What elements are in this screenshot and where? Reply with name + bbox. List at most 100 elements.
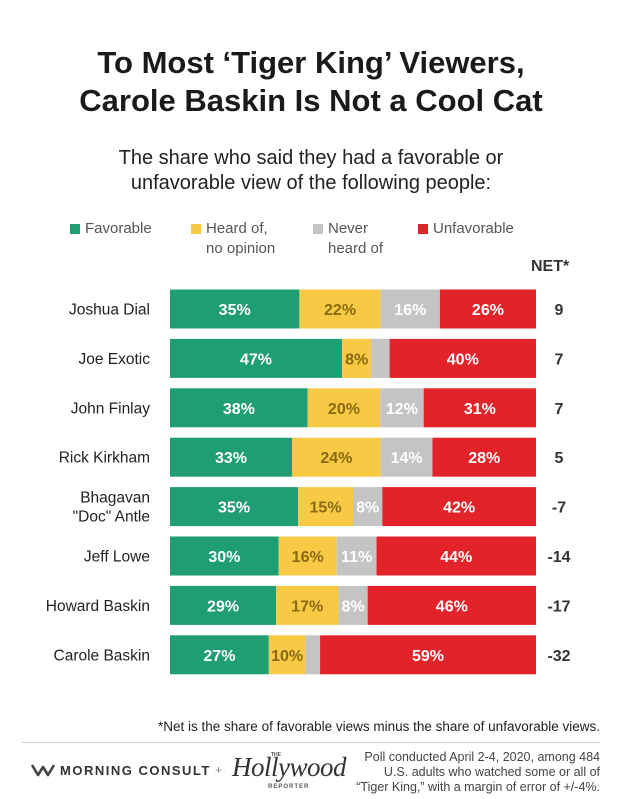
data-label: 33% [215, 450, 247, 467]
legend-label-line: Never [328, 220, 369, 237]
bar-segment-unfavorable [439, 289, 536, 329]
bar-segment-favorable [170, 487, 299, 527]
bar-segment-never-heard-of [380, 437, 433, 477]
data-label: 22% [324, 302, 356, 319]
legend-label-line: no opinion [206, 240, 276, 257]
legend-label: Favorable [85, 219, 152, 239]
bar-segment-favorable [170, 437, 292, 477]
chart-title: To Most ‘Tiger King’ Viewers, Carole Bas… [0, 44, 622, 120]
data-label: 15% [310, 500, 342, 517]
bar-segment-heard-of-no-opinion [298, 487, 353, 527]
bar-segment-favorable [170, 536, 279, 576]
bar-segment-unfavorable [382, 487, 536, 527]
footer-divider [22, 742, 600, 743]
bar-segment-unfavorable [389, 338, 536, 378]
data-label: 8% [345, 351, 368, 368]
data-label: 38% [223, 401, 255, 418]
data-label: 30% [208, 549, 240, 566]
poll-line-2: U.S. adults who watched some or all of [383, 765, 600, 779]
bar-segment-never-heard-of [336, 536, 377, 576]
net-value: 7 [555, 351, 564, 368]
category-label: Carole Baskin [54, 647, 151, 664]
bar-segment-favorable [170, 289, 300, 329]
data-label: 46% [436, 598, 468, 615]
category-label: Joe Exotic [78, 351, 150, 368]
bar-segment-unfavorable [423, 388, 536, 428]
data-label: 24% [320, 450, 352, 467]
hollywood-reporter-subtitle: REPORTER [268, 784, 310, 790]
net-header: NET* [531, 258, 570, 275]
data-label: 29% [207, 598, 239, 615]
data-label: 35% [219, 302, 251, 319]
title-line-1: To Most ‘Tiger King’ Viewers, [97, 45, 525, 80]
bar-segment-never-heard-of [305, 635, 321, 675]
net-value: 9 [555, 302, 564, 319]
bar-segment-favorable [170, 635, 269, 675]
net-value: -14 [547, 549, 570, 566]
bar-segment-favorable [170, 338, 343, 378]
bar-segment-favorable [170, 585, 277, 625]
category-label-line: Bhagavan [80, 490, 150, 507]
legend-label-line: heard of [328, 240, 384, 257]
legend-label: Never heard of [328, 219, 383, 259]
footnote: *Net is the share of favorable views min… [158, 719, 600, 734]
poll-line-1: Poll conducted April 2-4, 2020, among 48… [364, 750, 600, 764]
bar-row: Rick Kirkham 33% 24% 14% 28% 5 [59, 437, 564, 477]
data-label: 44% [440, 549, 472, 566]
bar-segment-never-heard-of [380, 388, 424, 428]
legend-label: Unfavorable [433, 219, 514, 239]
hollywood-the: THE [271, 752, 281, 758]
category-label-line: Joe Exotic [78, 351, 150, 368]
title-line-2: Carole Baskin Is Not a Cool Cat [79, 83, 543, 118]
bar-segment-heard-of-no-opinion [299, 289, 381, 329]
net-value: 7 [555, 401, 564, 418]
legend-swatch [418, 224, 428, 234]
stacked-bar-chart: Joshua Dial 35% 22% 16% 26% 9 Joe Exotic 47% 8% 4… [46, 289, 571, 675]
bar-row: Howard Baskin 29% 17% 8% 46% -17 [46, 585, 571, 625]
bar-segment-heard-of-no-opinion [307, 388, 381, 428]
bar-row: John Finlay 38% 20% 12% 31% 7 [71, 388, 564, 428]
data-label: 11% [341, 549, 372, 566]
bar-row: Bhagavan "Doc" Antle 35% 15% 8% 42% -7 [73, 487, 566, 527]
category-label-line: Jeff Lowe [84, 549, 150, 566]
category-label: Howard Baskin [46, 598, 150, 615]
data-label: 10% [271, 648, 303, 665]
category-label: John Finlay [71, 400, 151, 417]
category-label-line: Joshua Dial [69, 302, 150, 319]
legend-label-line: Favorable [85, 220, 152, 237]
category-label: Rick Kirkham [59, 450, 150, 467]
bar-segment-heard-of-no-opinion [268, 635, 306, 675]
bar-segment-never-heard-of [380, 289, 440, 329]
category-label-line: John Finlay [71, 400, 151, 417]
morning-consult-wordmark: MORNING CONSULT [60, 763, 211, 778]
data-label: 14% [391, 450, 423, 467]
data-label: 8% [341, 598, 364, 615]
data-label: 20% [328, 401, 360, 418]
bar-segment-unfavorable [320, 635, 536, 675]
category-label: Jeff Lowe [84, 549, 150, 566]
data-label: 35% [218, 500, 250, 517]
bar-segment-never-heard-of [353, 487, 383, 527]
bar-segment-unfavorable [432, 437, 536, 477]
data-label: 16% [292, 549, 324, 566]
legend-swatch [70, 224, 80, 234]
plus-sign: + [215, 763, 223, 777]
data-label: 28% [468, 450, 500, 467]
poll-line-3: “Tiger King,” with a margin of error of … [356, 780, 600, 794]
legend-label-line: Unfavorable [433, 220, 514, 237]
data-label: 40% [447, 351, 479, 368]
bar-segment-heard-of-no-opinion [292, 437, 381, 477]
net-value: -17 [547, 598, 570, 615]
data-label: 47% [240, 351, 272, 368]
data-label: 12% [386, 401, 418, 418]
data-label: 42% [443, 500, 475, 517]
bar-row: Joshua Dial 35% 22% 16% 26% 9 [69, 289, 564, 329]
category-label-line: Rick Kirkham [59, 450, 150, 467]
chart-subtitle: The share who said they had a favorable … [0, 146, 622, 196]
hollywood-reporter-logo: Hollywood [232, 752, 347, 782]
legend-label-line: Heard of, [206, 220, 268, 237]
bar-row: Carole Baskin 27% 10% 59% -32 [54, 635, 571, 675]
bar-segment-heard-of-no-opinion [276, 585, 339, 625]
bar-segment-never-heard-of [371, 338, 390, 378]
bar-segment-favorable [170, 388, 308, 428]
